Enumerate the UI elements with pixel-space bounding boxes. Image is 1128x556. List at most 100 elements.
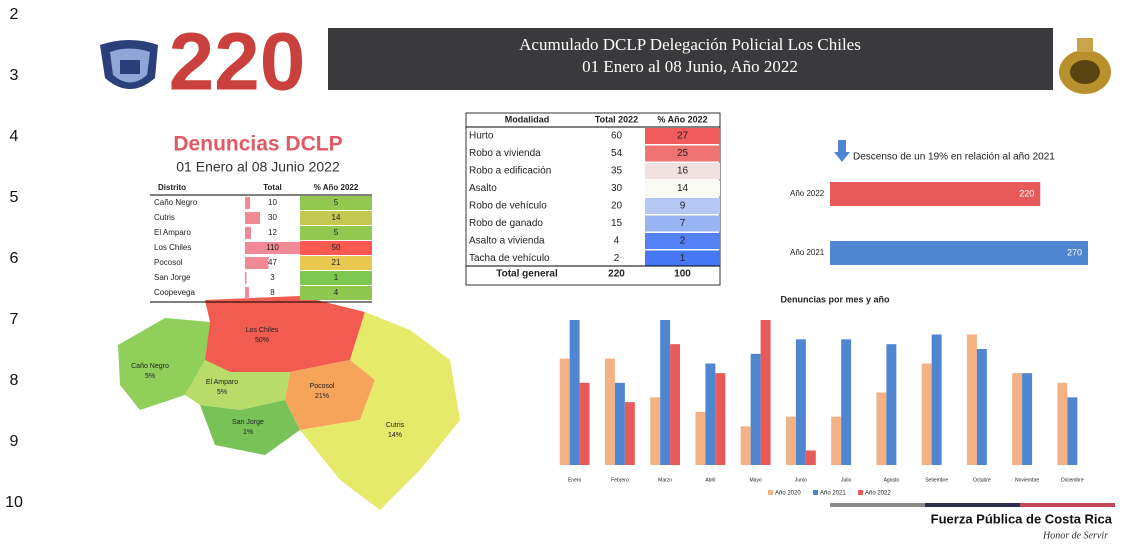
pct-cell: [645, 198, 720, 214]
footer-org: Fuerza Pública de Costa Rica: [931, 511, 1113, 526]
bar: [579, 382, 590, 465]
legend-label: Año 2022: [865, 491, 891, 497]
district-pct: 50: [332, 243, 341, 252]
header-title: Acumulado DCLP Delegación Policial Los C…: [519, 35, 861, 54]
district-total: 10: [268, 198, 277, 207]
total-bar: [245, 272, 247, 284]
bar: [805, 450, 816, 465]
modalidad-pct: 7: [680, 218, 686, 229]
table-header: % Año 2022: [657, 114, 707, 124]
bar: [750, 353, 761, 465]
map-region-label: 5%: [217, 389, 227, 396]
bar: [876, 392, 887, 465]
bar: [650, 397, 661, 465]
modalidad-pct: 14: [677, 183, 689, 194]
big-number: 220: [169, 17, 306, 108]
modalidad-name: Robo de vehículo: [469, 201, 547, 212]
x-tick-label: Octubre: [973, 477, 991, 483]
modalidad-name: Hurto: [469, 131, 494, 142]
districts-title: Denuncias DCLP: [173, 133, 342, 156]
district-name: San Jorge: [154, 273, 191, 282]
x-tick-label: Noviembre: [1015, 477, 1039, 483]
modalidad-total: 20: [611, 201, 623, 212]
total-bar: [245, 227, 251, 239]
bar: [614, 382, 625, 465]
pct-cell: [300, 256, 372, 270]
footer-motto: Honor de Servir: [1042, 530, 1108, 541]
bar: [1057, 382, 1068, 465]
modalidad-pct: 16: [677, 166, 689, 177]
bar: [695, 411, 706, 465]
total-bar: [245, 287, 249, 299]
modalidad-total: 60: [611, 131, 623, 142]
map-region-name: Los Chiles: [246, 327, 279, 334]
pct-cell: [645, 163, 720, 179]
district-total: 12: [268, 228, 277, 237]
bar: [624, 402, 635, 465]
pct-cell: [645, 128, 720, 144]
footer-stripe: [830, 503, 1115, 507]
x-tick-label: Julio: [841, 477, 852, 483]
pct-cell: [645, 180, 720, 197]
modalidad-pct: 25: [677, 148, 689, 159]
bar: [670, 344, 681, 465]
x-tick-label: Mayo: [750, 477, 762, 483]
district-name: Pocosol: [154, 258, 183, 267]
district-pct: 1: [334, 273, 339, 282]
district-name: Los Chiles: [154, 243, 191, 252]
table-header: % Año 2022: [314, 183, 359, 192]
modalidad-name: Tacha de vehículo: [469, 253, 550, 264]
comparison-value: 270: [1067, 247, 1082, 257]
bar: [795, 339, 806, 465]
modalidad-total: 15: [611, 218, 623, 229]
bar: [931, 334, 942, 465]
district-pct: 14: [332, 213, 341, 222]
district-pct: 5: [334, 198, 339, 207]
row-number: 8: [10, 372, 19, 389]
bar: [705, 363, 716, 465]
down-arrow: [834, 140, 850, 162]
district-total: 110: [266, 243, 279, 252]
map-region-label: 1%: [243, 429, 253, 436]
map-region-label: 5%: [145, 373, 155, 380]
district-pct: 5: [334, 228, 339, 237]
row-number: 10: [5, 494, 23, 511]
map-region-name: Pocosol: [310, 383, 335, 390]
pct-cell: [645, 250, 720, 267]
bar: [715, 373, 726, 465]
map-region-label: 21%: [315, 393, 329, 400]
comparison-bar: [830, 182, 1041, 206]
modalidad-pct: 27: [677, 131, 689, 142]
bar: [569, 320, 580, 465]
badge: [1059, 38, 1111, 94]
modalidad-total: 30: [611, 183, 623, 194]
modalidad-name: Asalto: [469, 183, 497, 194]
modalidad-pct: 9: [680, 201, 686, 212]
bar: [760, 320, 771, 465]
district-total: 30: [268, 213, 277, 222]
bar: [1067, 397, 1078, 465]
modalidad-total: 54: [611, 148, 623, 159]
district-pct: 21: [332, 258, 341, 267]
bar: [886, 344, 897, 465]
legend-label: Año 2021: [820, 491, 846, 497]
modalidad-pct: 1: [680, 253, 686, 264]
x-tick-label: Diciembre: [1061, 477, 1084, 483]
district-name: Coopevega: [154, 288, 195, 297]
bar: [966, 334, 977, 465]
row-number: 4: [10, 128, 19, 145]
map-region-label: 14%: [388, 432, 402, 439]
district-name: El Amparo: [154, 228, 191, 237]
total-pct: 100: [674, 269, 691, 280]
pct-cell: [300, 271, 372, 285]
district-total: 47: [268, 258, 277, 267]
modalidad-total: 2: [614, 253, 620, 264]
table-header: Modalidad: [505, 114, 550, 124]
comparison-note: Descenso de un 19% en relación al año 20…: [853, 152, 1055, 163]
legend-label: Año 2020: [775, 491, 801, 497]
total-bar: [245, 212, 260, 224]
bar: [1022, 373, 1033, 465]
total-total: 220: [608, 269, 625, 280]
row-number: 9: [10, 433, 19, 450]
row-number: 5: [10, 189, 19, 206]
